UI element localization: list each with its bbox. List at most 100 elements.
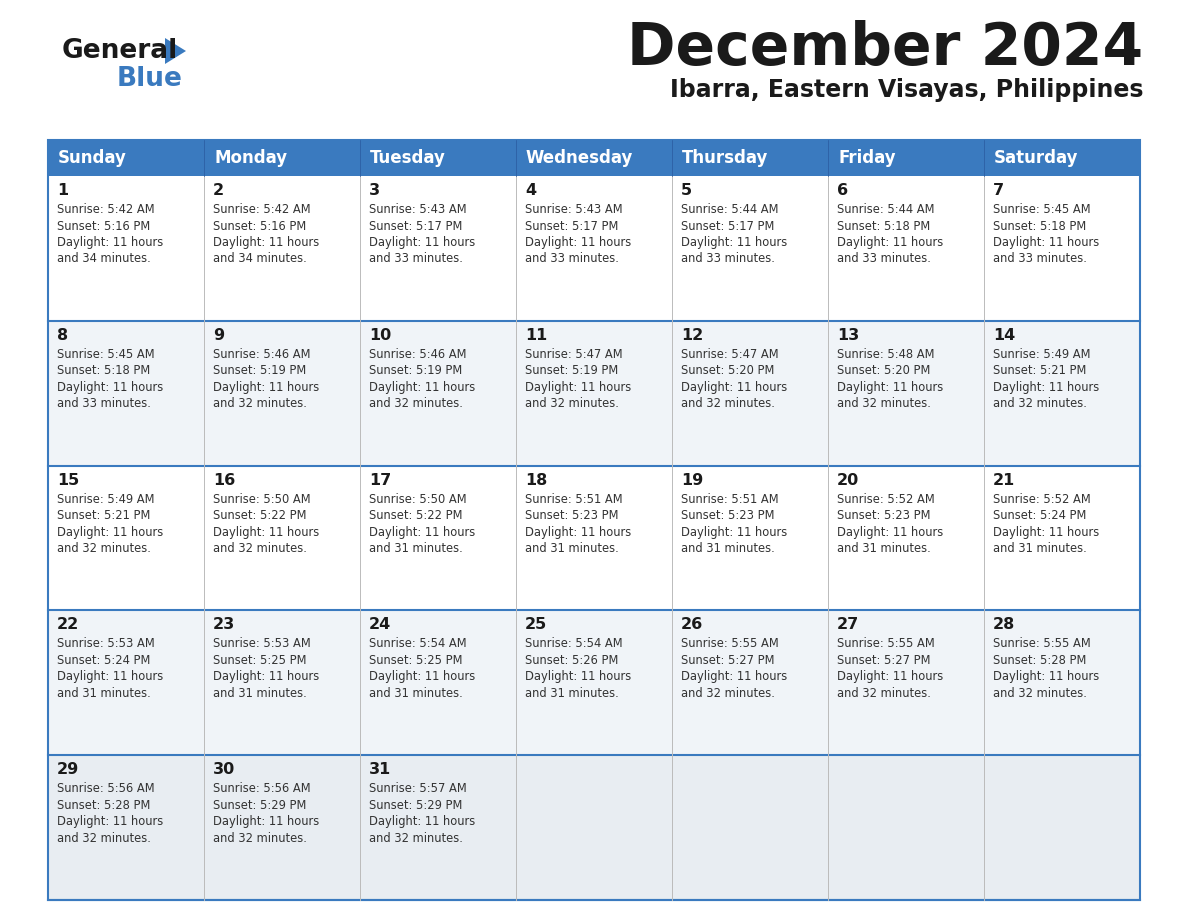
Text: Daylight: 11 hours: Daylight: 11 hours xyxy=(681,381,788,394)
Text: Friday: Friday xyxy=(838,149,896,167)
Bar xyxy=(984,320,1140,465)
Text: and 31 minutes.: and 31 minutes. xyxy=(57,687,151,700)
Bar xyxy=(360,320,516,465)
Text: Sunset: 5:21 PM: Sunset: 5:21 PM xyxy=(993,364,1086,377)
Bar xyxy=(360,610,516,756)
Text: 20: 20 xyxy=(838,473,859,487)
Text: Daylight: 11 hours: Daylight: 11 hours xyxy=(369,381,475,394)
Bar xyxy=(984,465,1140,610)
Bar xyxy=(48,756,204,900)
Text: 9: 9 xyxy=(213,328,225,342)
Text: 19: 19 xyxy=(681,473,703,487)
Text: 30: 30 xyxy=(213,762,235,778)
Text: 26: 26 xyxy=(681,618,703,633)
Text: Blue: Blue xyxy=(116,66,183,92)
Text: and 33 minutes.: and 33 minutes. xyxy=(369,252,463,265)
Text: 24: 24 xyxy=(369,618,391,633)
Text: Sunset: 5:19 PM: Sunset: 5:19 PM xyxy=(213,364,307,377)
Bar xyxy=(984,756,1140,900)
Text: Sunset: 5:22 PM: Sunset: 5:22 PM xyxy=(213,509,307,522)
Text: and 32 minutes.: and 32 minutes. xyxy=(213,397,307,410)
Bar xyxy=(828,320,984,465)
Text: Sunrise: 5:55 AM: Sunrise: 5:55 AM xyxy=(838,637,935,650)
Text: 13: 13 xyxy=(838,328,859,342)
Text: 16: 16 xyxy=(213,473,235,487)
Text: Sunset: 5:26 PM: Sunset: 5:26 PM xyxy=(525,654,619,666)
Text: 4: 4 xyxy=(525,183,536,198)
Text: 3: 3 xyxy=(369,183,380,198)
Text: and 32 minutes.: and 32 minutes. xyxy=(838,397,931,410)
Text: Sunrise: 5:51 AM: Sunrise: 5:51 AM xyxy=(681,493,778,506)
Text: Tuesday: Tuesday xyxy=(369,149,446,167)
Bar xyxy=(984,176,1140,320)
Text: General: General xyxy=(62,38,178,64)
Text: Sunset: 5:18 PM: Sunset: 5:18 PM xyxy=(838,219,930,232)
Bar xyxy=(828,465,984,610)
Text: Sunset: 5:22 PM: Sunset: 5:22 PM xyxy=(369,509,462,522)
Bar xyxy=(48,320,204,465)
Text: Sunset: 5:23 PM: Sunset: 5:23 PM xyxy=(681,509,775,522)
Bar xyxy=(828,176,984,320)
Bar xyxy=(672,176,828,320)
Text: Sunrise: 5:50 AM: Sunrise: 5:50 AM xyxy=(213,493,310,506)
Text: 6: 6 xyxy=(838,183,848,198)
Bar xyxy=(360,176,516,320)
Text: and 32 minutes.: and 32 minutes. xyxy=(213,543,307,555)
Text: Sunset: 5:17 PM: Sunset: 5:17 PM xyxy=(369,219,462,232)
Text: Daylight: 11 hours: Daylight: 11 hours xyxy=(681,526,788,539)
Text: Sunset: 5:19 PM: Sunset: 5:19 PM xyxy=(525,364,618,377)
Text: and 33 minutes.: and 33 minutes. xyxy=(525,252,619,265)
Text: and 31 minutes.: and 31 minutes. xyxy=(525,543,619,555)
Text: and 31 minutes.: and 31 minutes. xyxy=(681,543,775,555)
Text: and 33 minutes.: and 33 minutes. xyxy=(681,252,775,265)
Text: Sunrise: 5:44 AM: Sunrise: 5:44 AM xyxy=(838,203,935,216)
Text: Sunrise: 5:52 AM: Sunrise: 5:52 AM xyxy=(993,493,1091,506)
Bar xyxy=(516,465,672,610)
Text: Sunset: 5:18 PM: Sunset: 5:18 PM xyxy=(57,364,150,377)
Text: and 32 minutes.: and 32 minutes. xyxy=(525,397,619,410)
Bar xyxy=(48,140,1140,900)
Text: Daylight: 11 hours: Daylight: 11 hours xyxy=(57,526,163,539)
Text: and 33 minutes.: and 33 minutes. xyxy=(57,397,151,410)
Text: Daylight: 11 hours: Daylight: 11 hours xyxy=(213,526,320,539)
Bar xyxy=(672,756,828,900)
Text: Daylight: 11 hours: Daylight: 11 hours xyxy=(57,815,163,828)
Text: Daylight: 11 hours: Daylight: 11 hours xyxy=(57,670,163,683)
Bar xyxy=(48,140,1140,176)
Text: and 32 minutes.: and 32 minutes. xyxy=(57,832,151,845)
Text: Sunrise: 5:42 AM: Sunrise: 5:42 AM xyxy=(57,203,154,216)
Text: 2: 2 xyxy=(213,183,225,198)
Bar xyxy=(204,756,360,900)
Text: Sunrise: 5:55 AM: Sunrise: 5:55 AM xyxy=(681,637,779,650)
Text: Daylight: 11 hours: Daylight: 11 hours xyxy=(838,670,943,683)
Text: Sunrise: 5:53 AM: Sunrise: 5:53 AM xyxy=(213,637,311,650)
Text: 10: 10 xyxy=(369,328,391,342)
Text: Sunrise: 5:54 AM: Sunrise: 5:54 AM xyxy=(369,637,467,650)
Text: Sunrise: 5:56 AM: Sunrise: 5:56 AM xyxy=(57,782,154,795)
Text: Sunset: 5:25 PM: Sunset: 5:25 PM xyxy=(213,654,307,666)
Text: Sunset: 5:20 PM: Sunset: 5:20 PM xyxy=(681,364,775,377)
Text: Sunrise: 5:55 AM: Sunrise: 5:55 AM xyxy=(993,637,1091,650)
Bar xyxy=(672,465,828,610)
Text: Daylight: 11 hours: Daylight: 11 hours xyxy=(213,381,320,394)
Text: and 31 minutes.: and 31 minutes. xyxy=(838,543,930,555)
Bar xyxy=(984,610,1140,756)
Text: Sunset: 5:25 PM: Sunset: 5:25 PM xyxy=(369,654,462,666)
Text: Sunset: 5:18 PM: Sunset: 5:18 PM xyxy=(993,219,1086,232)
Text: Sunrise: 5:57 AM: Sunrise: 5:57 AM xyxy=(369,782,467,795)
Text: Sunset: 5:19 PM: Sunset: 5:19 PM xyxy=(369,364,462,377)
Text: Sunrise: 5:45 AM: Sunrise: 5:45 AM xyxy=(993,203,1091,216)
Text: and 34 minutes.: and 34 minutes. xyxy=(213,252,307,265)
Text: Daylight: 11 hours: Daylight: 11 hours xyxy=(681,670,788,683)
Text: Sunrise: 5:46 AM: Sunrise: 5:46 AM xyxy=(369,348,467,361)
Text: and 31 minutes.: and 31 minutes. xyxy=(369,687,463,700)
Text: Daylight: 11 hours: Daylight: 11 hours xyxy=(993,381,1099,394)
Text: and 33 minutes.: and 33 minutes. xyxy=(993,252,1087,265)
Text: and 32 minutes.: and 32 minutes. xyxy=(213,832,307,845)
Text: and 32 minutes.: and 32 minutes. xyxy=(369,397,463,410)
Text: Daylight: 11 hours: Daylight: 11 hours xyxy=(993,236,1099,249)
Text: Daylight: 11 hours: Daylight: 11 hours xyxy=(213,670,320,683)
Text: and 32 minutes.: and 32 minutes. xyxy=(993,397,1087,410)
Text: Sunrise: 5:49 AM: Sunrise: 5:49 AM xyxy=(993,348,1091,361)
Text: Sunrise: 5:51 AM: Sunrise: 5:51 AM xyxy=(525,493,623,506)
